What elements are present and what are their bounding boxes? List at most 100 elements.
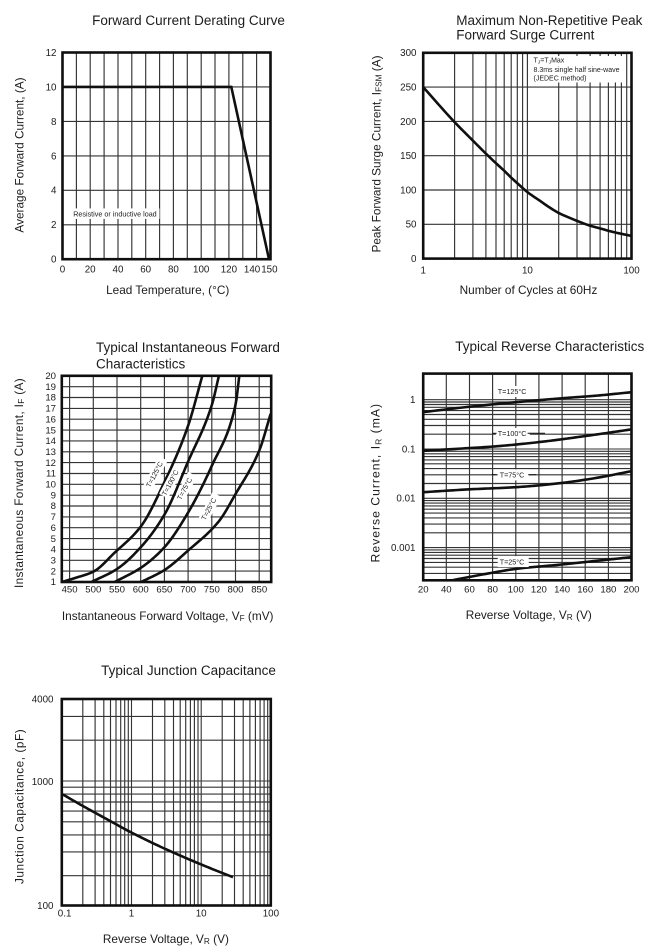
svg-text:Reverse Voltage, VR (V): Reverse Voltage, VR (V) bbox=[103, 932, 229, 946]
svg-text:Typical Instantaneous Forward: Typical Instantaneous Forward bbox=[96, 340, 280, 355]
svg-text:20: 20 bbox=[418, 584, 429, 595]
svg-text:120: 120 bbox=[221, 265, 238, 276]
svg-text:800: 800 bbox=[227, 585, 243, 596]
svg-text:40: 40 bbox=[113, 265, 124, 276]
svg-text:180: 180 bbox=[600, 584, 616, 595]
svg-text:Forward Current Derating Curve: Forward Current Derating Curve bbox=[92, 13, 285, 28]
svg-text:1: 1 bbox=[129, 909, 134, 920]
svg-text:11: 11 bbox=[46, 469, 56, 480]
svg-text:Reverse Voltage, VR (V): Reverse Voltage, VR (V) bbox=[466, 608, 592, 622]
svg-text:0.1: 0.1 bbox=[402, 444, 416, 455]
svg-text:T=75°C: T=75°C bbox=[500, 471, 525, 480]
svg-text:Characteristics: Characteristics bbox=[96, 357, 186, 372]
svg-text:Maximum Non-Repetitive Peak: Maximum Non-Repetitive Peak bbox=[456, 13, 642, 28]
svg-text:18: 18 bbox=[45, 393, 56, 404]
svg-text:120: 120 bbox=[531, 584, 547, 595]
svg-text:T=25°C: T=25°C bbox=[500, 557, 525, 566]
svg-text:20: 20 bbox=[45, 371, 56, 382]
svg-text:50: 50 bbox=[406, 220, 417, 231]
svg-text:T=125°C: T=125°C bbox=[498, 387, 527, 396]
svg-text:10: 10 bbox=[46, 82, 57, 93]
svg-text:750: 750 bbox=[204, 585, 220, 596]
svg-text:10: 10 bbox=[196, 909, 207, 920]
svg-text:0.001: 0.001 bbox=[391, 543, 416, 554]
svg-text:850: 850 bbox=[251, 585, 267, 596]
svg-text:100: 100 bbox=[37, 901, 54, 912]
svg-text:6: 6 bbox=[51, 151, 57, 162]
svg-text:1: 1 bbox=[420, 266, 425, 277]
svg-text:7: 7 bbox=[51, 512, 56, 523]
svg-text:Instantaneous Forward Voltage,: Instantaneous Forward Voltage, VF (mV) bbox=[62, 609, 274, 623]
svg-text:140: 140 bbox=[554, 584, 570, 595]
svg-text:100: 100 bbox=[193, 265, 210, 276]
svg-text:12: 12 bbox=[46, 48, 57, 59]
svg-text:0.01: 0.01 bbox=[396, 494, 415, 505]
svg-text:13: 13 bbox=[45, 447, 56, 458]
svg-text:80: 80 bbox=[168, 265, 179, 276]
svg-text:0: 0 bbox=[51, 255, 57, 266]
svg-text:19: 19 bbox=[45, 382, 56, 393]
svg-text:250: 250 bbox=[400, 83, 417, 94]
svg-text:450: 450 bbox=[62, 585, 78, 596]
svg-text:15: 15 bbox=[45, 425, 56, 436]
svg-text:60: 60 bbox=[140, 265, 151, 276]
svg-text:Reverse Current, IR (mA): Reverse Current, IR (mA) bbox=[369, 403, 384, 563]
svg-text:1: 1 bbox=[51, 577, 56, 588]
svg-text:2: 2 bbox=[51, 220, 56, 231]
svg-text:12: 12 bbox=[45, 458, 56, 469]
svg-text:20: 20 bbox=[85, 265, 96, 276]
svg-text:9: 9 bbox=[51, 490, 56, 501]
svg-text:80: 80 bbox=[487, 584, 498, 595]
svg-text:TJ=TJMax: TJ=TJMax bbox=[534, 57, 565, 65]
svg-text:1000: 1000 bbox=[32, 777, 54, 788]
svg-text:3: 3 bbox=[51, 556, 56, 567]
svg-text:17: 17 bbox=[45, 404, 56, 415]
svg-text:100: 100 bbox=[508, 584, 524, 595]
svg-text:8: 8 bbox=[51, 501, 56, 512]
svg-text:Average Forward Current, (A): Average Forward Current, (A) bbox=[13, 77, 27, 232]
svg-text:Typical Reverse Characteristic: Typical Reverse Characteristics bbox=[455, 339, 644, 354]
svg-text:100: 100 bbox=[400, 185, 417, 196]
svg-text:500: 500 bbox=[85, 585, 101, 596]
svg-text:100: 100 bbox=[623, 266, 640, 277]
svg-text:4: 4 bbox=[51, 186, 57, 197]
svg-text:100: 100 bbox=[263, 909, 280, 920]
svg-text:200: 200 bbox=[623, 584, 639, 595]
svg-text:(JEDEC method): (JEDEC method) bbox=[534, 75, 587, 82]
svg-text:140: 140 bbox=[244, 265, 261, 276]
svg-text:Resistive or inductive load: Resistive or inductive load bbox=[73, 210, 157, 219]
svg-text:150: 150 bbox=[261, 265, 278, 276]
svg-text:8.3ms single half sine-wave: 8.3ms single half sine-wave bbox=[534, 67, 620, 74]
svg-text:700: 700 bbox=[180, 585, 196, 596]
svg-text:Peak Forward Surge Current, IF: Peak Forward Surge Current, IFSM (A) bbox=[370, 55, 384, 252]
svg-text:Number of Cycles at 60Hz: Number of Cycles at 60Hz bbox=[460, 283, 598, 297]
svg-text:0: 0 bbox=[60, 265, 66, 276]
svg-text:600: 600 bbox=[133, 585, 149, 596]
svg-text:40: 40 bbox=[441, 584, 452, 595]
svg-text:6: 6 bbox=[51, 523, 56, 534]
svg-text:8: 8 bbox=[51, 117, 57, 128]
svg-text:0.1: 0.1 bbox=[58, 909, 72, 920]
svg-text:4000: 4000 bbox=[32, 695, 54, 706]
svg-text:1: 1 bbox=[410, 395, 415, 406]
svg-text:160: 160 bbox=[577, 584, 593, 595]
svg-text:16: 16 bbox=[45, 414, 56, 425]
svg-text:Junction Capacitance, (pF): Junction Capacitance, (pF) bbox=[13, 729, 27, 884]
svg-text:Instantaneous Forward Current,: Instantaneous Forward Current, IF (A) bbox=[12, 378, 26, 588]
svg-text:300: 300 bbox=[400, 48, 417, 59]
svg-text:550: 550 bbox=[109, 585, 125, 596]
svg-text:Lead Temperature, (°C): Lead Temperature, (°C) bbox=[106, 283, 229, 297]
svg-text:10: 10 bbox=[45, 480, 56, 491]
svg-text:2: 2 bbox=[51, 566, 56, 577]
svg-text:0: 0 bbox=[411, 254, 417, 265]
svg-text:T=100°C: T=100°C bbox=[498, 429, 527, 438]
svg-text:Typical Junction Capacitance: Typical Junction Capacitance bbox=[101, 663, 276, 678]
svg-text:650: 650 bbox=[156, 585, 172, 596]
svg-text:10: 10 bbox=[522, 266, 533, 277]
svg-text:Forward Surge Current: Forward Surge Current bbox=[456, 28, 594, 43]
svg-text:200: 200 bbox=[400, 117, 417, 128]
svg-text:14: 14 bbox=[45, 436, 56, 447]
svg-text:150: 150 bbox=[400, 151, 417, 162]
svg-text:60: 60 bbox=[464, 584, 475, 595]
svg-text:4: 4 bbox=[51, 545, 57, 556]
